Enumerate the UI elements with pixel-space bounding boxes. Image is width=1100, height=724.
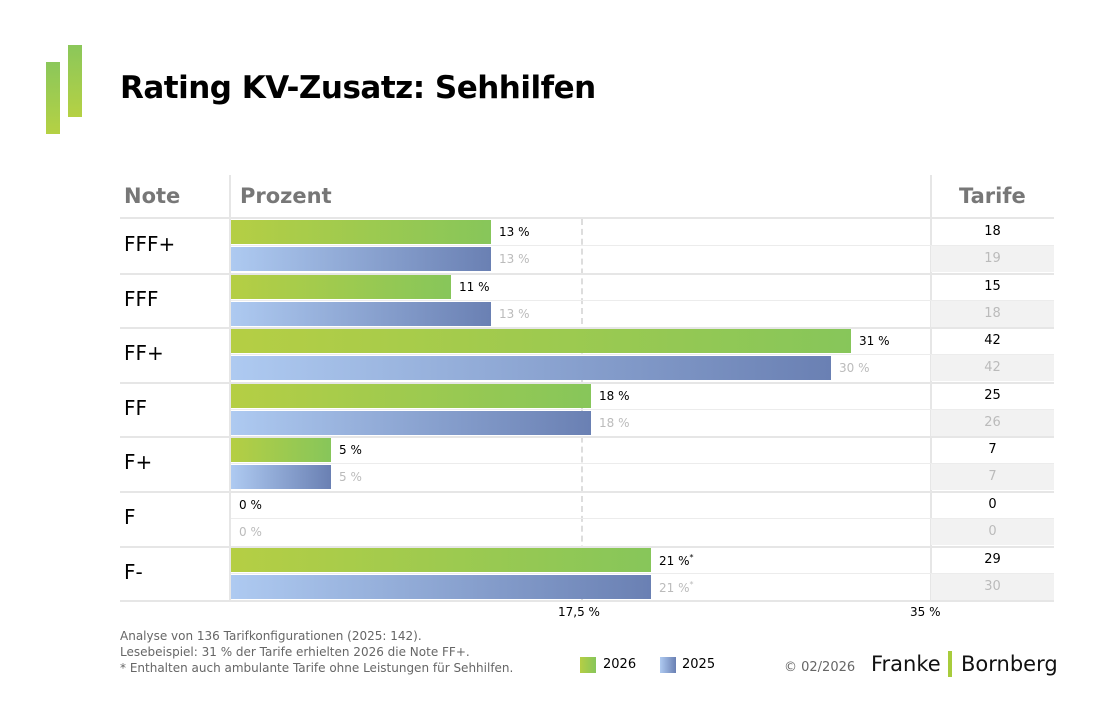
value-label-2026: 18 % [599,388,630,403]
value-label-2026: 13 % [499,225,530,239]
tarife-2026: 0 [988,497,997,512]
tarife-2026: 42 [984,333,1001,349]
tick-label: 35 % [910,605,941,619]
bar-2026 [231,547,651,572]
note-label: F+ [124,450,153,475]
row-divider [120,381,1054,384]
sub-divider [231,463,1054,465]
value-label-2026: 0 % [239,498,262,512]
row-divider [120,327,1054,330]
brand-right: Bornberg [961,652,1058,676]
tarife-2025: 30 [931,573,1054,600]
row-divider [120,491,1054,493]
header-percent: Prozent [240,184,332,208]
note-label: FFF [124,286,159,311]
bar-2025 [231,301,491,326]
value-label-2025: 30 % [839,361,870,376]
brand-bar-icon [948,651,952,677]
row-divider [120,436,1054,439]
footnote: Lesebeispiel: 31 % der Tarife erhielten … [120,645,470,659]
footnote: Analyse von 136 Tarifkonfigurationen (20… [120,629,422,643]
value-label-2026: 5 % [339,443,362,458]
value-label-2025: 18 % [599,415,630,430]
copyright: © 02/2026 [784,660,856,675]
value-label-2025: 21 %* [659,579,694,595]
note-label: FF+ [124,341,164,366]
footnote: * Enthalten auch ambulante Tarife ohne L… [120,661,514,675]
tarife-2026: 7 [988,442,997,458]
logo-bar-icon [68,45,82,117]
bar-2025 [231,410,591,435]
sub-divider [231,354,1054,356]
tarife-2025: 19 [931,246,1054,272]
bar-2026 [231,383,591,408]
sub-divider [231,299,1054,301]
value-label-2025: 0 % [239,525,262,539]
divider [930,175,932,602]
tarife-2025: 18 [931,300,1054,327]
header-tarife: Tarife [959,184,1026,208]
row-divider [120,272,1054,275]
page-title: Rating KV-Zusatz: Sehhilfen [120,70,596,106]
sub-divider [231,518,1054,519]
bar-2026 [231,220,491,244]
value-label-2026: 31 % [859,334,890,349]
sub-divider [231,572,1054,574]
value-label-2026: 21 %* [659,552,694,568]
tarife-2025: 7 [931,464,1054,491]
sub-divider [231,245,1054,246]
tarife-2025: 26 [931,409,1054,436]
row-divider [120,217,1054,219]
note-label: FFF+ [124,232,176,256]
tarife-2026: 18 [984,224,1001,239]
note-label: FF [124,395,148,420]
note-label: F [124,505,136,529]
header-note: Note [124,184,181,208]
tarife-2025: 0 [931,519,1054,545]
legend-swatch-2026 [580,657,596,673]
midline [581,219,583,601]
legend-label-2026: 2026 [603,657,637,672]
logo-bar-icon [46,62,60,134]
tick-label: 17,5 % [558,605,600,619]
sub-divider [231,408,1054,410]
value-label-2026: 11 % [459,279,490,294]
legend-swatch-2025 [660,657,676,673]
bar-2025 [231,247,491,271]
value-label-2025: 5 % [339,470,362,485]
value-label-2025: 13 % [499,306,530,321]
row-divider [120,600,1054,603]
tarife-2026: 15 [984,278,1001,294]
value-label-2025: 13 % [499,252,530,266]
tarife-2025: 42 [931,355,1054,382]
tarife-2026: 29 [984,551,1001,567]
note-label: F- [124,559,143,584]
legend-label-2025: 2025 [682,657,716,672]
row-divider [120,545,1054,548]
brand-left: Franke [871,652,941,676]
bar-2026 [231,438,331,463]
bar-2025 [231,465,331,490]
bar-2026 [231,274,451,299]
bar-2026 [231,329,851,354]
bar-2025 [231,574,651,599]
bar-2025 [231,356,831,381]
divider [229,175,231,602]
tarife-2026: 25 [984,387,1001,403]
